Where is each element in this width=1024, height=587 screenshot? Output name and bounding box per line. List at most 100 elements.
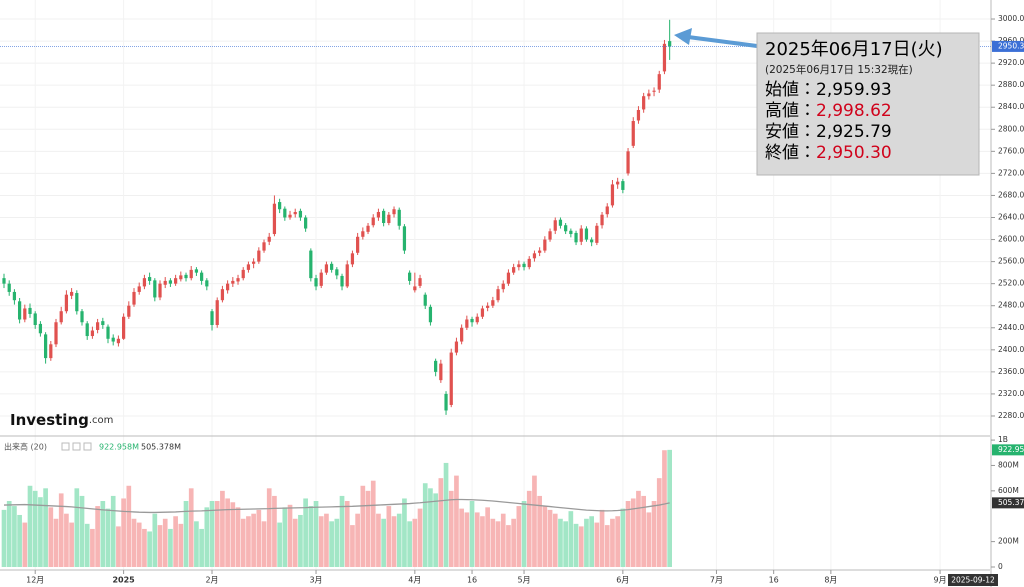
candle-body — [631, 121, 635, 146]
annotation-row-value: 2,998.62 — [816, 101, 892, 121]
ma-marker-label: 505.378M — [998, 498, 1024, 507]
candle-body — [486, 305, 490, 308]
volume-bar — [604, 525, 610, 567]
volume-bar — [474, 512, 480, 567]
y-tick-label: 2440.00 — [998, 323, 1024, 332]
candle-body — [54, 322, 58, 345]
annotation-title: 2025年06月17日(火) — [765, 39, 943, 60]
candle-body — [267, 236, 271, 242]
volume-bar — [563, 521, 568, 567]
candle-body — [215, 300, 219, 326]
volume-bar — [594, 522, 600, 567]
volume-bar — [162, 518, 168, 567]
candle-body — [319, 272, 323, 286]
volume-bar — [173, 516, 178, 567]
volume-bar — [459, 508, 464, 567]
legend-icon[interactable] — [72, 442, 81, 451]
candle-body — [350, 253, 355, 265]
candle-body — [626, 151, 630, 174]
volume-bar — [391, 516, 397, 567]
volume-bar — [64, 513, 69, 567]
candle-body — [553, 220, 557, 231]
candle-body — [184, 274, 188, 279]
candle-body — [522, 263, 526, 268]
annotation-arrowhead — [674, 28, 692, 45]
y-tick-label: 2720.00 — [998, 168, 1024, 177]
volume-bar — [454, 475, 459, 567]
candle-body — [106, 326, 110, 339]
candle-body — [17, 301, 22, 320]
y-tick-label: 2600.00 — [998, 235, 1024, 244]
volume-bar — [126, 485, 132, 567]
volume-bar — [105, 508, 111, 567]
candle-body — [59, 311, 63, 323]
volume-bar — [84, 523, 90, 567]
y-tick-label: 2960.00 — [998, 36, 1024, 45]
annotation-box — [756, 32, 980, 176]
candle-body — [231, 280, 235, 284]
candle-body — [142, 278, 147, 287]
candle-body — [85, 323, 89, 337]
candle-body — [345, 264, 349, 287]
volume-bar — [599, 509, 605, 567]
candle-body — [116, 338, 121, 344]
volume-bar — [500, 513, 506, 567]
volume-bar — [308, 506, 314, 567]
candle-body — [262, 242, 266, 251]
y-tick-label: 2760.00 — [998, 146, 1024, 155]
annotation-row-label: 高値： — [765, 101, 816, 121]
volume-bar — [464, 512, 470, 567]
volume-ma-line — [3, 498, 670, 514]
volume-marker-label: 922.958M — [998, 445, 1024, 454]
volume-bar — [329, 521, 334, 567]
candle-body — [304, 217, 308, 229]
volume-bar — [490, 518, 496, 567]
volume-bar — [386, 506, 392, 567]
volume-bar — [365, 490, 371, 567]
legend-icon[interactable] — [83, 442, 92, 451]
volume-bar — [495, 521, 501, 567]
candle-body — [590, 239, 594, 243]
candle-body — [371, 217, 375, 226]
legend-icon[interactable] — [61, 442, 70, 451]
candle-body — [90, 330, 95, 337]
candle-body — [387, 214, 391, 224]
volume-tick-label: 200M — [998, 537, 1019, 546]
volume-bar — [74, 488, 80, 567]
volume-bar — [79, 495, 85, 567]
candle-body — [418, 278, 422, 286]
candle-body — [652, 90, 656, 92]
volume-bar — [313, 501, 319, 567]
candle-body — [340, 275, 344, 287]
annotation-arrow — [687, 35, 758, 48]
volume-bar — [303, 498, 308, 567]
volume-bar — [480, 516, 485, 567]
candle-body — [480, 308, 485, 317]
volume-bar — [469, 501, 475, 567]
candle-body — [246, 264, 251, 270]
volume-bar — [630, 498, 636, 567]
volume-bar — [568, 511, 574, 567]
candle-body — [402, 226, 407, 251]
volume-bar — [142, 528, 147, 567]
volume-bar — [428, 488, 433, 567]
volume-bar — [277, 522, 282, 567]
volume-bar — [381, 518, 386, 567]
candle-body — [137, 286, 141, 292]
candle-body — [309, 250, 313, 279]
candle-body — [600, 214, 604, 226]
ma-marker-box — [992, 497, 1024, 509]
candle-body — [538, 250, 542, 253]
annotation: 2025年06月17日(火) (2025年06月17日 15:32現在) 始値：… — [674, 28, 980, 176]
candle-body — [163, 280, 167, 285]
volume-bar — [360, 485, 366, 567]
candle-body — [366, 225, 370, 232]
y-tick-label: 2560.00 — [998, 257, 1024, 266]
volume-bar — [292, 518, 298, 567]
volume-bar — [168, 528, 173, 567]
candle-body — [460, 327, 464, 342]
volume-bar — [147, 531, 152, 567]
volume-bar — [152, 513, 158, 567]
volume-bar — [422, 483, 428, 567]
